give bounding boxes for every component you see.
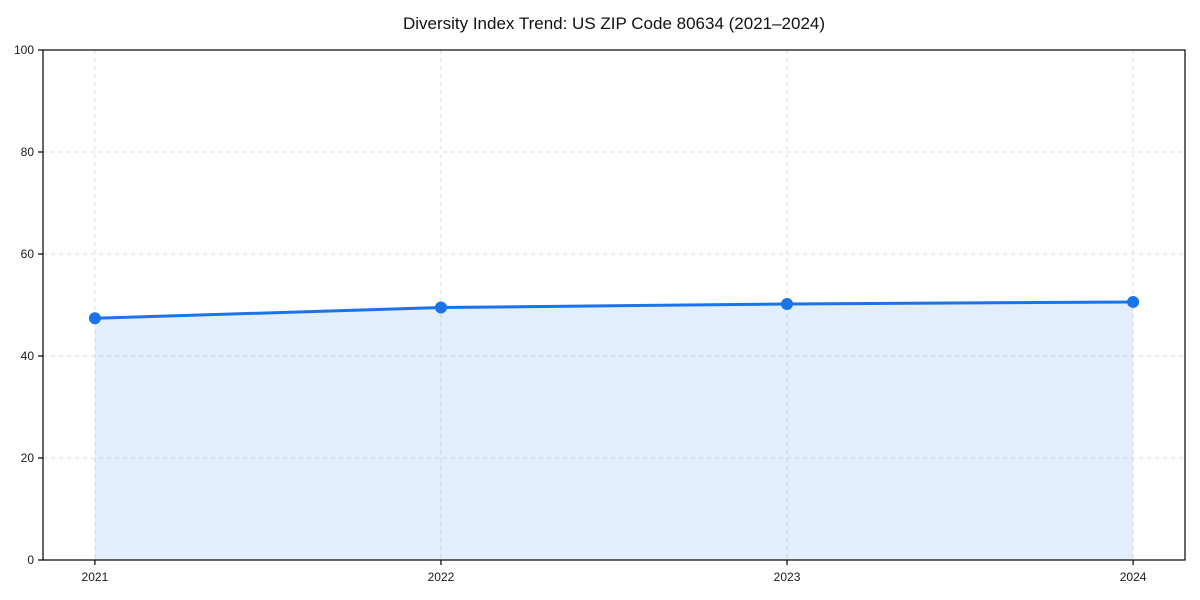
x-tick-label: 2023 [774,570,801,584]
y-tick-label: 60 [21,247,35,261]
y-tick-label: 100 [14,43,34,57]
plot-border [42,49,1186,561]
y-tick-label: 20 [21,451,35,465]
y-tick-label: 80 [21,145,35,159]
data-point-2022 [434,301,447,314]
chart-title: Diversity Index Trend: US ZIP Code 80634… [402,14,826,33]
x-tick-label: 2021 [82,570,109,584]
series-line [93,300,1135,320]
series-area-fill [94,301,1134,560]
y-tick-label: 0 [27,553,34,567]
x-tick-label: 2024 [1120,570,1147,584]
y-tick-label: 40 [21,349,35,363]
data-point-2021 [88,312,101,325]
data-point-2023 [781,297,794,310]
x-tick-label: 2022 [428,570,455,584]
data-point-2024 [1127,295,1140,308]
